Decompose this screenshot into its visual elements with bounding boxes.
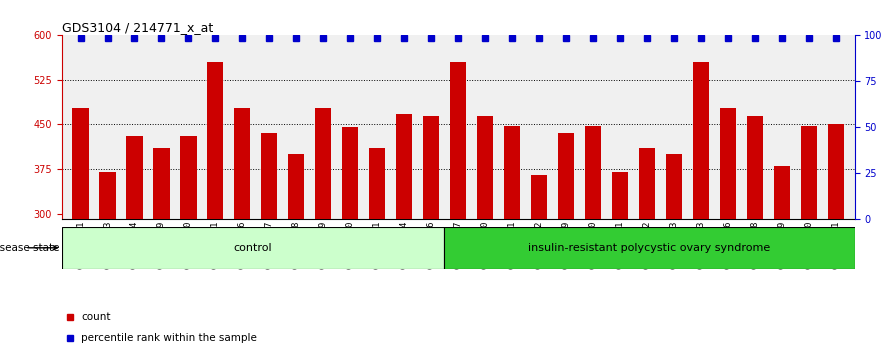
Bar	[827, 125, 844, 354]
Bar	[639, 148, 655, 354]
Bar	[747, 115, 763, 354]
Bar	[504, 126, 520, 354]
Bar	[801, 126, 817, 354]
Text: control: control	[233, 243, 272, 253]
Bar	[720, 108, 736, 354]
Bar	[181, 136, 196, 354]
Bar	[315, 108, 331, 354]
Bar	[288, 154, 305, 354]
Text: GDS3104 / 214771_x_at: GDS3104 / 214771_x_at	[62, 21, 213, 34]
Text: insulin-resistant polycystic ovary syndrome: insulin-resistant polycystic ovary syndr…	[529, 243, 771, 253]
Bar	[477, 115, 493, 354]
Bar	[585, 126, 601, 354]
Bar	[234, 108, 250, 354]
FancyBboxPatch shape	[62, 227, 444, 269]
Bar	[450, 62, 466, 354]
Bar	[72, 108, 89, 354]
Text: count: count	[81, 312, 111, 322]
Bar	[342, 127, 359, 354]
Bar	[611, 172, 628, 354]
Text: disease state: disease state	[0, 243, 60, 253]
Bar	[774, 166, 790, 354]
Bar	[262, 133, 278, 354]
Text: percentile rank within the sample: percentile rank within the sample	[81, 333, 257, 343]
Bar	[666, 154, 682, 354]
Bar	[423, 115, 440, 354]
Bar	[692, 62, 709, 354]
Bar	[207, 62, 224, 354]
Bar	[396, 114, 412, 354]
Bar	[558, 133, 574, 354]
FancyBboxPatch shape	[444, 227, 855, 269]
Bar	[531, 175, 547, 354]
Bar	[100, 172, 115, 354]
Bar	[153, 148, 169, 354]
Bar	[126, 136, 143, 354]
Bar	[369, 148, 385, 354]
